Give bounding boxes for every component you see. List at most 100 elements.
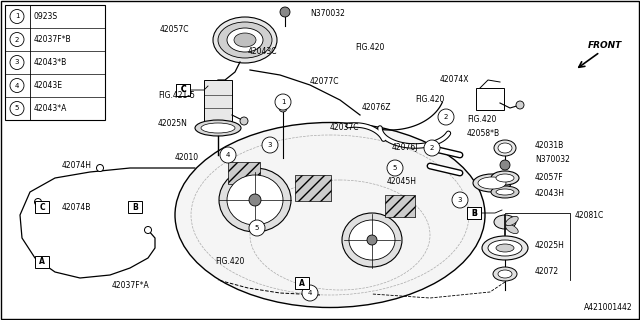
Circle shape [10,10,24,23]
Text: 2: 2 [15,36,19,43]
Text: 5: 5 [255,225,259,231]
Text: 1: 1 [281,99,285,105]
Text: N370032: N370032 [310,10,345,19]
Text: 4: 4 [226,152,230,158]
Text: A421001442: A421001442 [584,303,633,312]
Text: 42043E: 42043E [34,81,63,90]
Ellipse shape [494,215,516,229]
Text: 2: 2 [430,145,434,151]
Text: C: C [39,203,45,212]
Text: B: B [471,209,477,218]
Text: C: C [180,85,186,94]
Circle shape [220,147,236,163]
Circle shape [10,78,24,92]
Circle shape [240,117,248,125]
Circle shape [302,285,318,301]
Text: 42077C: 42077C [310,77,339,86]
Text: 42074H: 42074H [62,161,92,170]
Ellipse shape [175,123,485,308]
Text: 42037F*A: 42037F*A [112,282,150,291]
Circle shape [452,192,468,208]
Circle shape [249,194,261,206]
Text: 42074B: 42074B [62,203,92,212]
Ellipse shape [506,224,518,234]
Text: 42076Z: 42076Z [362,103,392,113]
FancyBboxPatch shape [35,256,49,268]
Ellipse shape [478,177,506,189]
Ellipse shape [227,28,263,52]
Text: 1: 1 [15,13,19,20]
Text: B: B [471,209,477,218]
Circle shape [249,220,265,236]
Circle shape [280,7,290,17]
Text: 42010: 42010 [175,153,199,162]
Text: 42043H: 42043H [535,188,565,197]
Circle shape [275,94,291,110]
Circle shape [10,55,24,69]
Text: 42025H: 42025H [535,241,565,250]
Text: 42074X: 42074X [440,76,470,84]
FancyBboxPatch shape [385,195,415,217]
Text: C: C [180,85,186,94]
Text: 42043C: 42043C [248,47,278,57]
Text: FIG.420: FIG.420 [467,116,497,124]
Text: 42037C: 42037C [330,124,360,132]
FancyBboxPatch shape [295,175,331,201]
Text: 4: 4 [308,290,312,296]
Ellipse shape [496,189,514,195]
Circle shape [10,101,24,116]
Circle shape [145,227,152,234]
Ellipse shape [496,244,514,252]
Circle shape [279,104,287,112]
Circle shape [367,235,377,245]
Text: FIG.420: FIG.420 [355,44,385,52]
FancyBboxPatch shape [228,162,260,184]
FancyBboxPatch shape [467,207,481,219]
Text: 42045H: 42045H [387,178,417,187]
Circle shape [10,33,24,46]
Ellipse shape [201,123,235,133]
Ellipse shape [494,140,516,156]
Text: 42037F*B: 42037F*B [34,35,72,44]
Text: 0923S: 0923S [34,12,58,21]
FancyBboxPatch shape [476,88,504,110]
Ellipse shape [218,22,272,58]
Ellipse shape [195,120,241,136]
Ellipse shape [213,17,277,63]
Ellipse shape [496,174,514,182]
Ellipse shape [482,236,528,260]
Circle shape [500,160,510,170]
Circle shape [262,137,278,153]
Text: 42058*B: 42058*B [467,129,500,138]
FancyBboxPatch shape [5,5,105,120]
Ellipse shape [491,171,519,185]
Text: 42076J: 42076J [392,143,419,153]
Ellipse shape [473,174,511,192]
Circle shape [387,160,403,176]
Text: N370032: N370032 [535,156,570,164]
Circle shape [438,109,454,125]
FancyBboxPatch shape [176,84,190,96]
Ellipse shape [491,186,519,198]
Text: 42031B: 42031B [535,140,564,149]
Ellipse shape [342,213,402,267]
Ellipse shape [498,270,512,278]
FancyBboxPatch shape [35,201,49,213]
Text: 3: 3 [268,142,272,148]
Ellipse shape [488,240,522,256]
FancyBboxPatch shape [295,277,309,289]
Text: 42025N: 42025N [158,119,188,129]
Circle shape [424,140,440,156]
Text: 4: 4 [15,83,19,89]
Text: 42043*A: 42043*A [34,104,67,113]
Text: FIG.420: FIG.420 [415,95,444,105]
Text: FIG.420: FIG.420 [215,258,244,267]
Text: 42043*B: 42043*B [34,58,67,67]
Circle shape [97,164,104,172]
Text: 42057F: 42057F [535,173,564,182]
Text: A: A [299,278,305,287]
Text: B: B [132,203,138,212]
Text: 42081C: 42081C [575,211,604,220]
Text: 2: 2 [444,114,448,120]
Ellipse shape [349,220,395,260]
